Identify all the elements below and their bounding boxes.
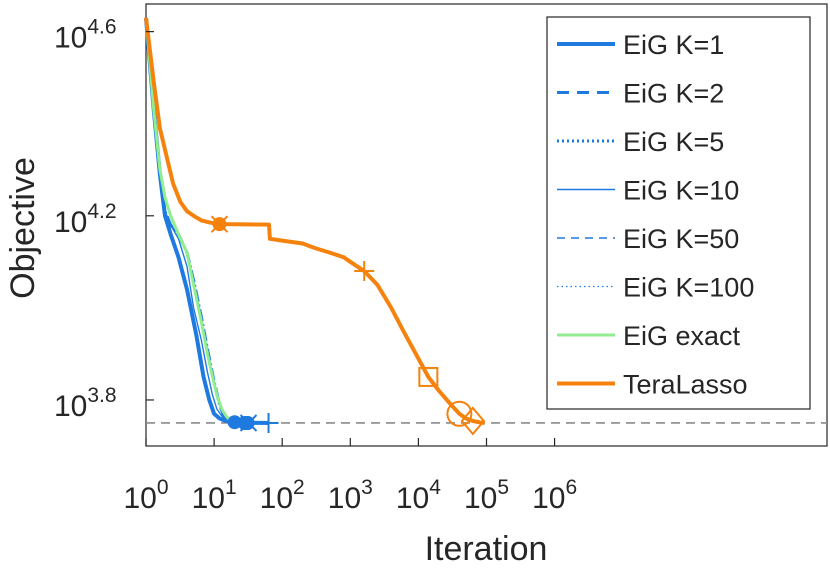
marker-cross	[210, 215, 229, 233]
x-tick-label-exp: 0	[157, 476, 169, 499]
marker-plus	[258, 412, 279, 433]
y-tick-label: 104.6	[54, 16, 117, 55]
y-tick-label-base: 10	[54, 390, 87, 423]
x-axis-label: Iteration	[425, 530, 548, 568]
x-tick-label: 105	[464, 476, 509, 515]
x-tick-label-exp: 5	[497, 476, 509, 499]
x-tick-label: 106	[532, 476, 577, 515]
x-tick-label-base: 10	[328, 482, 361, 515]
x-tick-label: 102	[260, 476, 305, 515]
y-tick-label-base: 10	[54, 22, 87, 55]
x-tick-label-base: 10	[123, 482, 156, 515]
x-tick-label-base: 10	[192, 482, 225, 515]
x-tick-label-exp: 3	[361, 476, 373, 499]
x-tick-label: 104	[396, 476, 441, 515]
x-tick-label-exp: 2	[293, 476, 305, 499]
legend-label-4: EiG K=50	[623, 224, 739, 254]
marker-diamond	[460, 406, 486, 436]
x-tick-label: 103	[328, 476, 373, 515]
x-tick-label-base: 10	[396, 482, 429, 515]
x-tick-label-base: 10	[532, 482, 565, 515]
marker-square	[418, 366, 439, 387]
y-tick-label: 103.8	[54, 384, 117, 423]
x-tick-label-exp: 1	[225, 476, 237, 499]
legend-label-5: EiG K=100	[623, 273, 754, 303]
x-tick-label: 101	[192, 476, 237, 515]
marker-plus	[354, 261, 375, 282]
x-tick-label-base: 10	[464, 482, 497, 515]
y-tick-label-exp: 4.6	[87, 16, 116, 39]
legend-label-3: EiG K=10	[623, 176, 739, 206]
series-line-7	[144, 17, 485, 425]
y-axis-label: Objective	[4, 157, 42, 299]
x-tick-label-base: 10	[260, 482, 293, 515]
legend-label-0: EiG K=1	[623, 30, 724, 60]
y-tick-label-base: 10	[54, 206, 87, 239]
legend-label-7: TeraLasso	[623, 370, 748, 400]
legend	[546, 16, 811, 410]
y-tick-label: 104.2	[54, 200, 117, 239]
legend-label-1: EiG K=2	[623, 79, 724, 109]
marker-circle	[446, 400, 473, 427]
legend-label-2: EiG K=5	[623, 127, 724, 157]
x-tick-label: 100	[123, 476, 168, 515]
marker-dot	[240, 415, 255, 430]
y-tick-label-exp: 4.2	[87, 200, 116, 223]
y-tick-label-exp: 3.8	[87, 384, 116, 407]
legend-label-6: EiG exact	[623, 321, 741, 351]
x-tick-label-exp: 6	[565, 476, 577, 499]
x-tick-label-exp: 4	[429, 476, 441, 499]
